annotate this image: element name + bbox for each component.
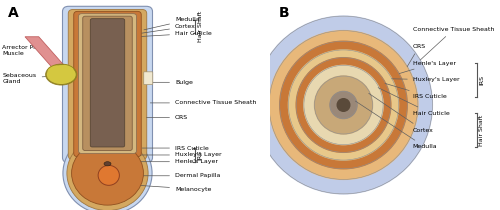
Polygon shape — [25, 37, 68, 69]
Circle shape — [254, 16, 432, 194]
Text: IRS Cuticle: IRS Cuticle — [142, 146, 209, 151]
Text: IRS Cuticle: IRS Cuticle — [385, 83, 446, 99]
Ellipse shape — [52, 74, 66, 83]
FancyBboxPatch shape — [68, 9, 147, 160]
Text: Hair Shaft: Hair Shaft — [479, 115, 484, 146]
Text: Melanocyte: Melanocyte — [133, 185, 212, 192]
Text: Bulge: Bulge — [144, 80, 193, 85]
Text: Hair Shaft: Hair Shaft — [198, 11, 202, 42]
Circle shape — [296, 58, 391, 152]
FancyBboxPatch shape — [144, 72, 153, 85]
FancyBboxPatch shape — [74, 11, 142, 157]
Circle shape — [304, 65, 383, 145]
Circle shape — [337, 99, 350, 111]
FancyBboxPatch shape — [78, 14, 136, 154]
Text: Dermal Papilla: Dermal Papilla — [136, 173, 220, 178]
Text: Huxley's Layer: Huxley's Layer — [140, 152, 222, 158]
Text: Hair Cuticle: Hair Cuticle — [139, 31, 212, 37]
Text: Huxley's Layer: Huxley's Layer — [392, 77, 460, 82]
FancyBboxPatch shape — [82, 16, 132, 151]
Text: Arrector Pili
Muscle: Arrector Pili Muscle — [2, 45, 44, 56]
Text: Cortex: Cortex — [368, 93, 434, 133]
Ellipse shape — [63, 73, 75, 81]
Ellipse shape — [48, 65, 62, 75]
Text: Medulla: Medulla — [356, 101, 438, 150]
Text: Hair Cuticle: Hair Cuticle — [378, 88, 450, 116]
Ellipse shape — [59, 64, 74, 74]
Text: Connective Tissue Sheath: Connective Tissue Sheath — [413, 27, 494, 60]
Text: Henle's Layer: Henle's Layer — [399, 60, 456, 74]
Circle shape — [288, 50, 399, 160]
Ellipse shape — [46, 64, 76, 84]
Text: Henle's Layer: Henle's Layer — [138, 159, 218, 164]
FancyBboxPatch shape — [62, 6, 152, 163]
Text: Sebaceous
Gland: Sebaceous Gland — [2, 73, 54, 84]
Ellipse shape — [63, 132, 152, 210]
Text: IRS: IRS — [198, 150, 202, 160]
Circle shape — [280, 41, 407, 169]
Text: ORS: ORS — [146, 115, 188, 120]
Ellipse shape — [104, 162, 111, 166]
Text: Medulla: Medulla — [144, 17, 200, 30]
Text: Cortex: Cortex — [142, 24, 196, 33]
Text: IRS: IRS — [479, 75, 484, 85]
FancyBboxPatch shape — [90, 19, 125, 147]
Text: Connective Tissue Sheath: Connective Tissue Sheath — [150, 100, 256, 105]
Text: A: A — [8, 6, 18, 20]
Text: B: B — [278, 6, 289, 20]
Ellipse shape — [98, 165, 120, 185]
Circle shape — [330, 92, 357, 118]
Circle shape — [314, 76, 372, 134]
Circle shape — [269, 31, 418, 179]
Ellipse shape — [67, 136, 148, 210]
Text: ORS: ORS — [407, 44, 426, 67]
Ellipse shape — [72, 141, 144, 205]
